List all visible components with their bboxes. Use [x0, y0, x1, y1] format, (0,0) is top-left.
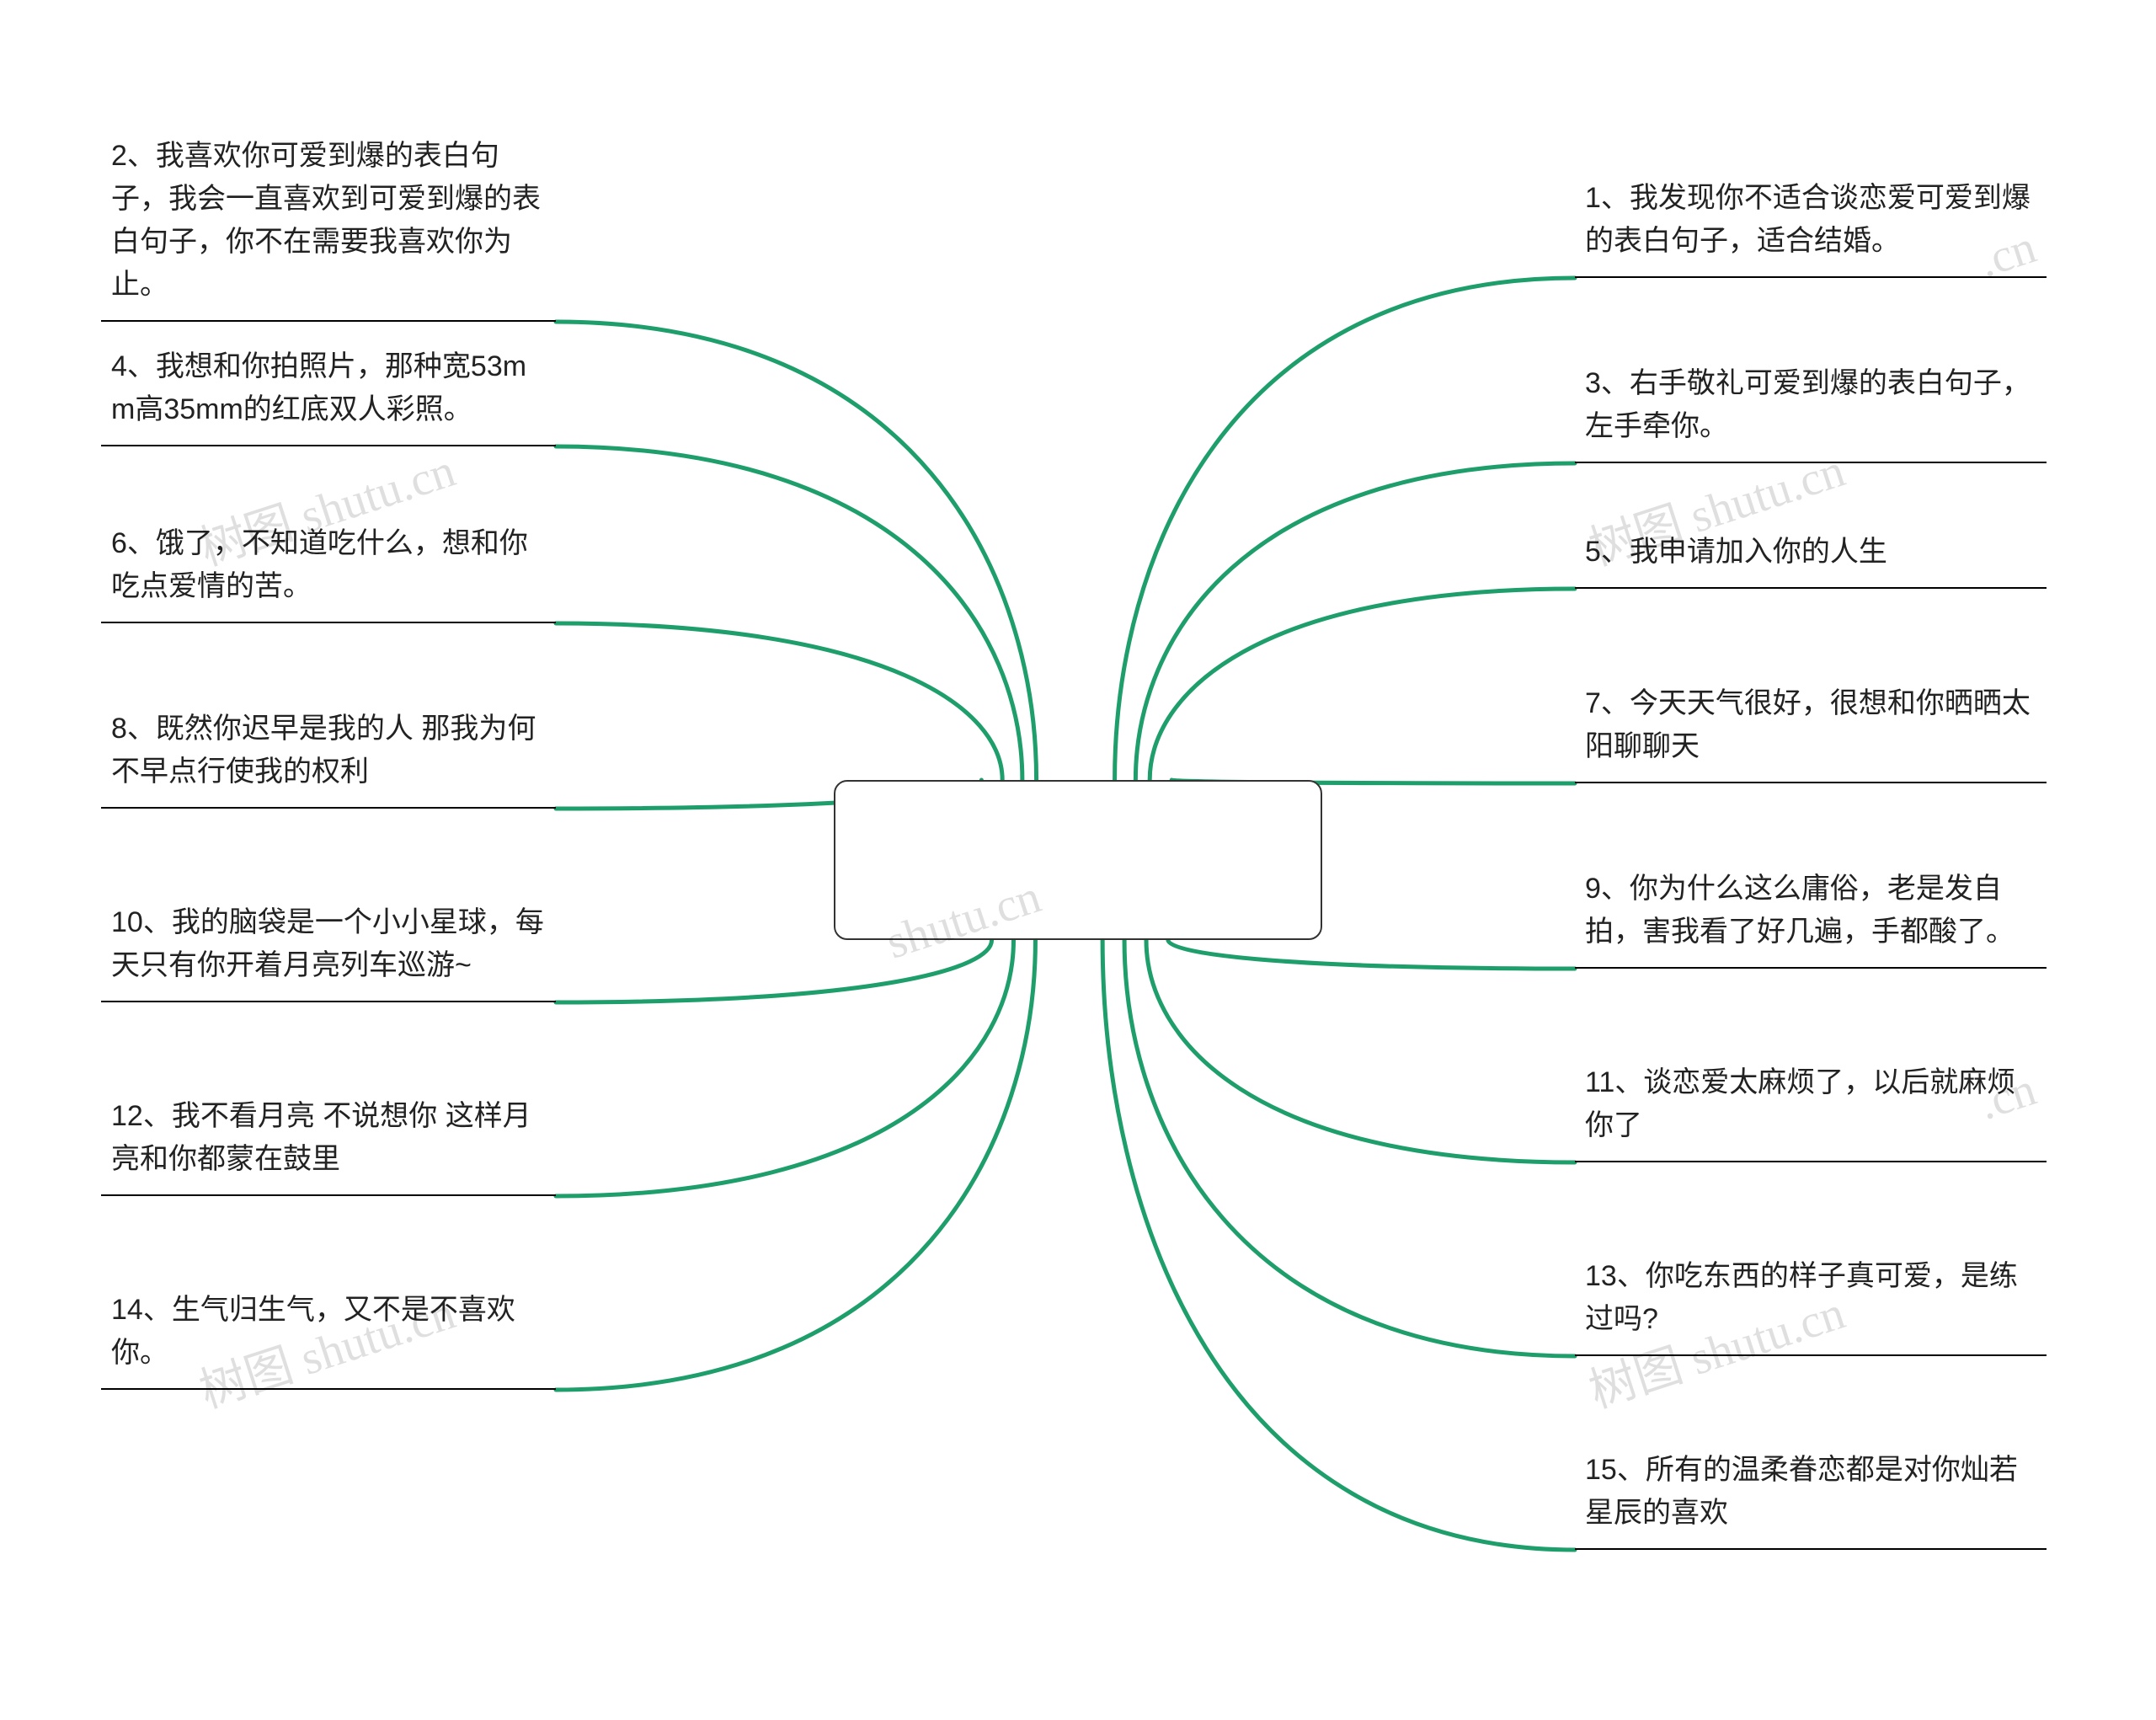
connector-n13: [1124, 940, 1575, 1356]
leaf-n10: 10、我的脑袋是一个小小星球，每天只有你开着月亮列车巡游~: [101, 893, 556, 1002]
leaf-n12: 12、我不看月亮 不说想你 这样月亮和你都蒙在鼓里: [101, 1087, 556, 1196]
connector-n9: [1168, 940, 1575, 969]
connector-n10: [556, 940, 992, 1002]
leaf-n11: 11、谈恋爱太麻烦了，以后就麻烦你了: [1575, 1053, 2047, 1162]
leaf-text-n12: 12、我不看月亮 不说想你 这样月亮和你都蒙在鼓里: [111, 1095, 546, 1181]
leaf-n15: 15、所有的温柔眷恋都是对你灿若星辰的喜欢: [1575, 1440, 2047, 1550]
leaf-n8: 8、既然你迟早是我的人 那我为何不早点行使我的权利: [101, 699, 556, 809]
leaf-text-n10: 10、我的脑袋是一个小小星球，每天只有你开着月亮列车巡游~: [111, 901, 546, 987]
connector-n12: [556, 940, 1013, 1196]
connector-n15: [1102, 940, 1575, 1550]
leaf-text-n14: 14、生气归生气，又不是不喜欢你。: [111, 1289, 546, 1375]
connector-n4: [556, 446, 1022, 780]
leaf-n13: 13、你吃东西的样子真可爱，是练过吗?: [1575, 1247, 2047, 1356]
leaf-text-n1: 1、我发现你不适合谈恋爱可爱到爆的表白句子，适合结婚。: [1585, 177, 2036, 263]
leaf-text-n4: 4、我想和你拍照片，那种宽53mm高35mm的红底双人彩照。: [111, 345, 546, 431]
connector-n14: [556, 940, 1035, 1390]
leaf-text-n2: 2、我喜欢你可爱到爆的表白句子，我会一直喜欢到可爱到爆的表白句子，你不在需要我喜…: [111, 135, 546, 307]
leaf-n2: 2、我喜欢你可爱到爆的表白句子，我会一直喜欢到可爱到爆的表白句子，你不在需要我喜…: [101, 126, 556, 322]
connector-n11: [1146, 940, 1575, 1162]
connector-n5: [1150, 589, 1575, 780]
leaf-n7: 7、今天天气很好，很想和你晒晒太阳聊聊天: [1575, 674, 2047, 783]
leaf-text-n3: 3、右手敬礼可爱到爆的表白句子，左手牵你。: [1585, 362, 2036, 448]
leaf-text-n9: 9、你为什么这么庸俗，老是发自拍，害我看了好几遍，手都酸了。: [1585, 868, 2036, 953]
leaf-n1: 1、我发现你不适合谈恋爱可爱到爆的表白句子，适合结婚。: [1575, 168, 2047, 278]
leaf-text-n5: 5、我申请加入你的人生: [1585, 531, 2036, 574]
connector-n6: [556, 623, 1002, 780]
connector-n2: [556, 322, 1037, 780]
connector-n1: [1115, 278, 1575, 780]
leaf-text-n7: 7、今天天气很好，很想和你晒晒太阳聊聊天: [1585, 682, 2036, 768]
leaf-text-n8: 8、既然你迟早是我的人 那我为何不早点行使我的权利: [111, 708, 546, 793]
leaf-text-n15: 15、所有的温柔眷恋都是对你灿若星辰的喜欢: [1585, 1449, 2036, 1535]
leaf-n9: 9、你为什么这么庸俗，老是发自拍，害我看了好几遍，手都酸了。: [1575, 859, 2047, 969]
leaf-text-n11: 11、谈恋爱太麻烦了，以后就麻烦你了: [1585, 1061, 2036, 1147]
center-node: [834, 780, 1322, 940]
leaf-text-n6: 6、饿了，不知道吃什么，想和你吃点爱情的苦。: [111, 522, 546, 608]
leaf-text-n13: 13、你吃东西的样子真可爱，是练过吗?: [1585, 1255, 2036, 1341]
leaf-n3: 3、右手敬礼可爱到爆的表白句子，左手牵你。: [1575, 354, 2047, 463]
connector-n3: [1135, 463, 1575, 780]
leaf-n5: 5、我申请加入你的人生: [1575, 522, 2047, 589]
leaf-n6: 6、饿了，不知道吃什么，想和你吃点爱情的苦。: [101, 514, 556, 623]
leaf-n14: 14、生气归生气，又不是不喜欢你。: [101, 1280, 556, 1390]
leaf-n4: 4、我想和你拍照片，那种宽53mm高35mm的红底双人彩照。: [101, 337, 556, 446]
